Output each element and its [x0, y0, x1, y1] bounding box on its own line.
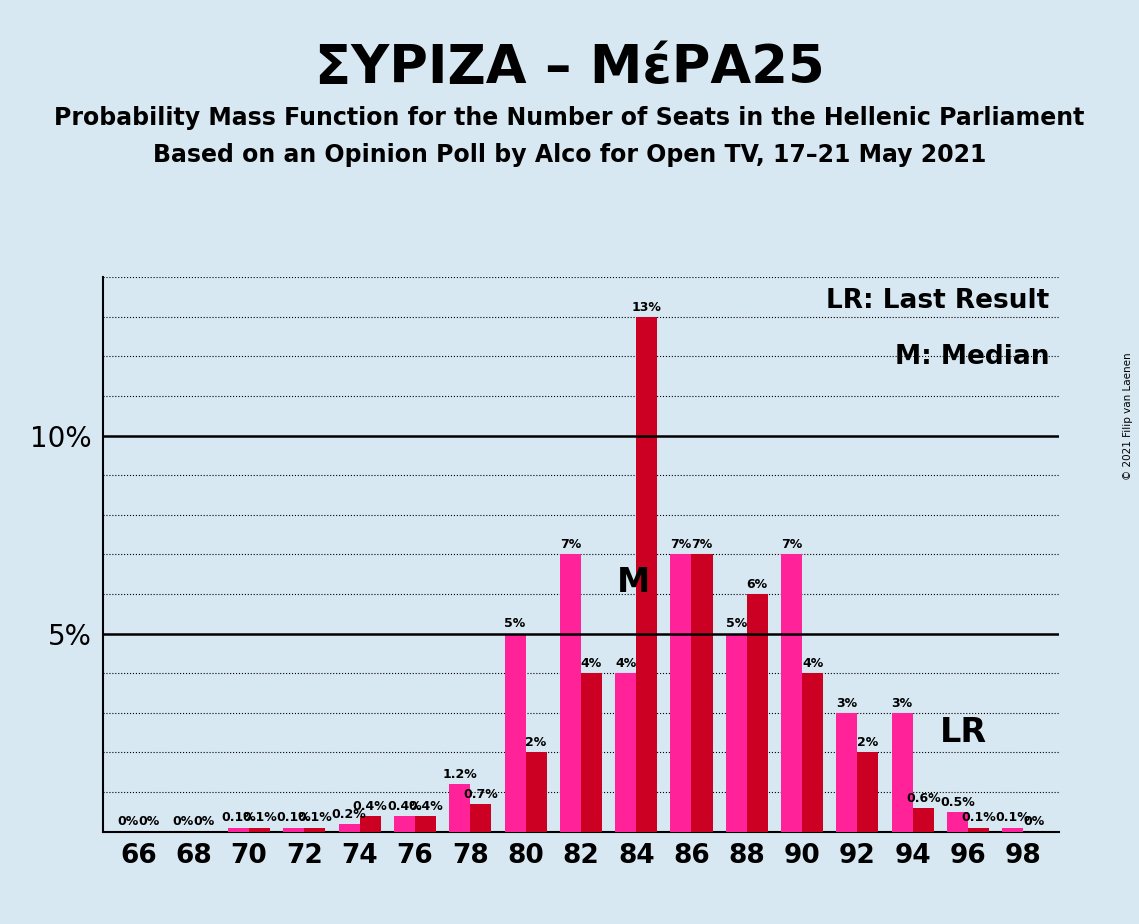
Bar: [525, 752, 547, 832]
Text: 0%: 0%: [138, 816, 159, 829]
Text: 4%: 4%: [615, 657, 637, 670]
Bar: [912, 808, 934, 832]
Text: ΣΥΡΙΖΑ – ΜέΡΑ25: ΣΥΡΙΖΑ – ΜέΡΑ25: [314, 42, 825, 93]
Bar: [470, 804, 491, 832]
Text: 0.7%: 0.7%: [464, 788, 498, 801]
Bar: [228, 828, 249, 832]
Text: 0.1%: 0.1%: [243, 811, 277, 824]
Text: © 2021 Filip van Laenen: © 2021 Filip van Laenen: [1123, 352, 1133, 480]
Bar: [781, 554, 802, 832]
Text: 2%: 2%: [525, 736, 547, 749]
Bar: [505, 634, 525, 832]
Bar: [691, 554, 713, 832]
Text: 0.1%: 0.1%: [995, 811, 1030, 824]
Text: LR: LR: [941, 716, 988, 749]
Text: 0.1%: 0.1%: [221, 811, 256, 824]
Text: 0.4%: 0.4%: [387, 799, 421, 812]
Text: 7%: 7%: [559, 539, 581, 552]
Text: 3%: 3%: [892, 697, 912, 710]
Bar: [249, 828, 270, 832]
Text: Probability Mass Function for the Number of Seats in the Hellenic Parliament: Probability Mass Function for the Number…: [55, 106, 1084, 130]
Bar: [726, 634, 747, 832]
Bar: [747, 594, 768, 832]
Bar: [947, 812, 968, 832]
Text: LR: Last Result: LR: Last Result: [827, 288, 1050, 314]
Bar: [560, 554, 581, 832]
Text: 0.4%: 0.4%: [408, 799, 443, 812]
Bar: [637, 317, 657, 832]
Bar: [415, 816, 436, 832]
Text: 0%: 0%: [117, 816, 139, 829]
Bar: [394, 816, 415, 832]
Text: 0.4%: 0.4%: [353, 799, 387, 812]
Bar: [671, 554, 691, 832]
Bar: [892, 712, 912, 832]
Bar: [1002, 828, 1023, 832]
Text: 4%: 4%: [802, 657, 823, 670]
Bar: [858, 752, 878, 832]
Text: 0%: 0%: [1023, 816, 1044, 829]
Bar: [449, 784, 470, 832]
Text: 0.1%: 0.1%: [277, 811, 311, 824]
Text: 7%: 7%: [691, 539, 713, 552]
Text: M: M: [617, 565, 650, 599]
Text: Based on an Opinion Poll by Alco for Open TV, 17–21 May 2021: Based on an Opinion Poll by Alco for Ope…: [153, 143, 986, 167]
Text: 13%: 13%: [632, 300, 662, 313]
Text: 4%: 4%: [581, 657, 603, 670]
Bar: [615, 674, 637, 832]
Text: 0%: 0%: [194, 816, 215, 829]
Bar: [836, 712, 858, 832]
Bar: [581, 674, 601, 832]
Text: 0.6%: 0.6%: [906, 792, 941, 805]
Text: 5%: 5%: [505, 617, 526, 630]
Text: 7%: 7%: [781, 539, 802, 552]
Bar: [802, 674, 823, 832]
Text: 3%: 3%: [836, 697, 858, 710]
Bar: [338, 823, 360, 832]
Text: 0.1%: 0.1%: [961, 811, 995, 824]
Text: 0%: 0%: [173, 816, 194, 829]
Text: 1.2%: 1.2%: [442, 768, 477, 781]
Text: 0.1%: 0.1%: [297, 811, 333, 824]
Text: 5%: 5%: [726, 617, 747, 630]
Bar: [360, 816, 380, 832]
Text: 6%: 6%: [747, 578, 768, 590]
Text: M: Median: M: Median: [895, 344, 1050, 370]
Text: 0.2%: 0.2%: [331, 808, 367, 821]
Text: 7%: 7%: [671, 539, 691, 552]
Bar: [304, 828, 326, 832]
Bar: [284, 828, 304, 832]
Text: 0.5%: 0.5%: [940, 796, 975, 808]
Bar: [968, 828, 989, 832]
Text: 2%: 2%: [858, 736, 878, 749]
